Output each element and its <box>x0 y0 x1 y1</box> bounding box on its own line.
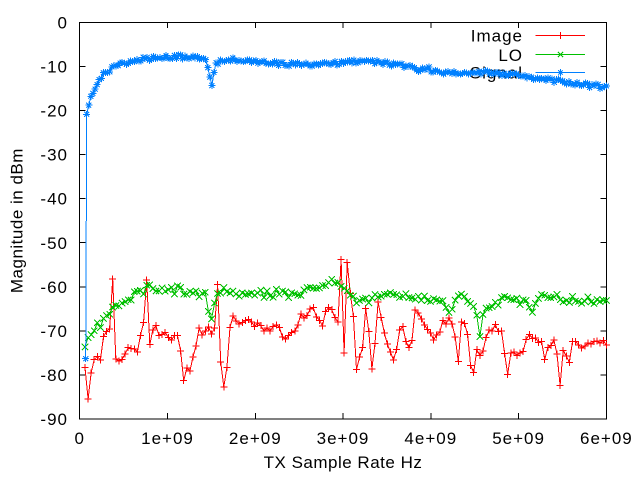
svg-text:-60: -60 <box>40 278 68 297</box>
svg-text:6e+09: 6e+09 <box>580 429 633 448</box>
svg-text:-90: -90 <box>40 410 68 429</box>
svg-text:-10: -10 <box>40 58 68 77</box>
svg-text:LO: LO <box>498 46 523 65</box>
svg-text:1e+09: 1e+09 <box>141 429 194 448</box>
svg-text:4e+09: 4e+09 <box>404 429 457 448</box>
svg-text:0: 0 <box>58 13 68 32</box>
svg-text:Magnitude in dBm: Magnitude in dBm <box>8 148 27 293</box>
svg-text:TX Sample Rate Hz: TX Sample Rate Hz <box>264 453 423 472</box>
svg-text:-70: -70 <box>40 322 68 341</box>
svg-text:2e+09: 2e+09 <box>229 429 282 448</box>
svg-text:-80: -80 <box>40 366 68 385</box>
svg-text:-20: -20 <box>40 102 68 121</box>
svg-text:-50: -50 <box>40 234 68 253</box>
svg-text:Image: Image <box>471 27 523 46</box>
svg-text:5e+09: 5e+09 <box>492 429 545 448</box>
svg-text:-40: -40 <box>40 190 68 209</box>
svg-text:-30: -30 <box>40 146 68 165</box>
svg-text:3e+09: 3e+09 <box>317 429 370 448</box>
svg-text:0: 0 <box>74 429 84 448</box>
